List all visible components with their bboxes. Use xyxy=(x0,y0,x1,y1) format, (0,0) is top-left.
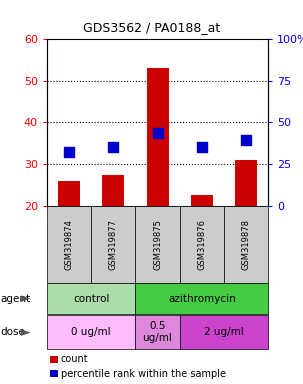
Text: agent: agent xyxy=(1,294,31,304)
Bar xyxy=(191,195,213,206)
Text: count: count xyxy=(61,354,88,364)
Text: 0 ug/ml: 0 ug/ml xyxy=(72,327,111,337)
Text: dose: dose xyxy=(1,327,25,337)
Text: control: control xyxy=(73,294,109,304)
Bar xyxy=(147,68,169,206)
Point xyxy=(199,144,204,151)
Point xyxy=(244,137,248,143)
Bar xyxy=(102,174,125,206)
Point xyxy=(155,130,160,136)
Text: GSM319876: GSM319876 xyxy=(197,219,206,270)
Text: 2 ug/ml: 2 ug/ml xyxy=(204,327,244,337)
Text: GSM319875: GSM319875 xyxy=(153,219,162,270)
Text: percentile rank within the sample: percentile rank within the sample xyxy=(61,369,226,379)
Text: GSM319878: GSM319878 xyxy=(241,219,251,270)
Text: GDS3562 / PA0188_at: GDS3562 / PA0188_at xyxy=(83,21,220,34)
Bar xyxy=(235,160,257,206)
Text: GSM319877: GSM319877 xyxy=(109,219,118,270)
Text: 0.5
ug/ml: 0.5 ug/ml xyxy=(143,321,172,343)
Bar xyxy=(58,181,80,206)
Point xyxy=(111,144,116,150)
Text: GSM319874: GSM319874 xyxy=(65,219,74,270)
Text: ►: ► xyxy=(21,326,31,339)
Text: ►: ► xyxy=(21,292,31,305)
Text: azithromycin: azithromycin xyxy=(168,294,236,304)
Point xyxy=(67,149,72,155)
